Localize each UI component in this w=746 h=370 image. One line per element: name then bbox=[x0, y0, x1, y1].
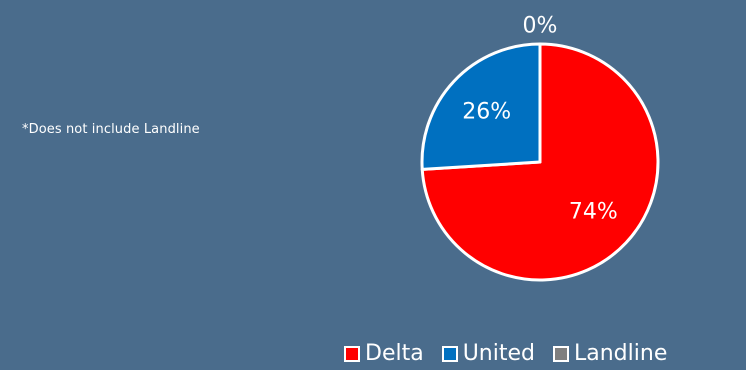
legend-item-landline: Landline bbox=[553, 341, 667, 366]
data-label-delta: 74% bbox=[569, 200, 618, 225]
legend-swatch-landline bbox=[553, 345, 569, 362]
legend-item-delta: Delta bbox=[344, 341, 424, 366]
footnote-text: *Does not include Landline bbox=[22, 122, 200, 137]
data-label-united: 26% bbox=[462, 99, 511, 124]
legend-label-landline: Landline bbox=[574, 341, 668, 366]
legend-label-delta: Delta bbox=[365, 341, 424, 366]
data-label-landline: 0% bbox=[523, 14, 558, 39]
chart-legend: Delta United Landline bbox=[344, 341, 667, 366]
legend-swatch-delta bbox=[344, 345, 360, 362]
legend-label-united: United bbox=[462, 341, 535, 366]
pie-slice-united bbox=[420, 42, 542, 171]
legend-item-united: United bbox=[441, 341, 535, 366]
legend-swatch-united bbox=[441, 345, 458, 362]
